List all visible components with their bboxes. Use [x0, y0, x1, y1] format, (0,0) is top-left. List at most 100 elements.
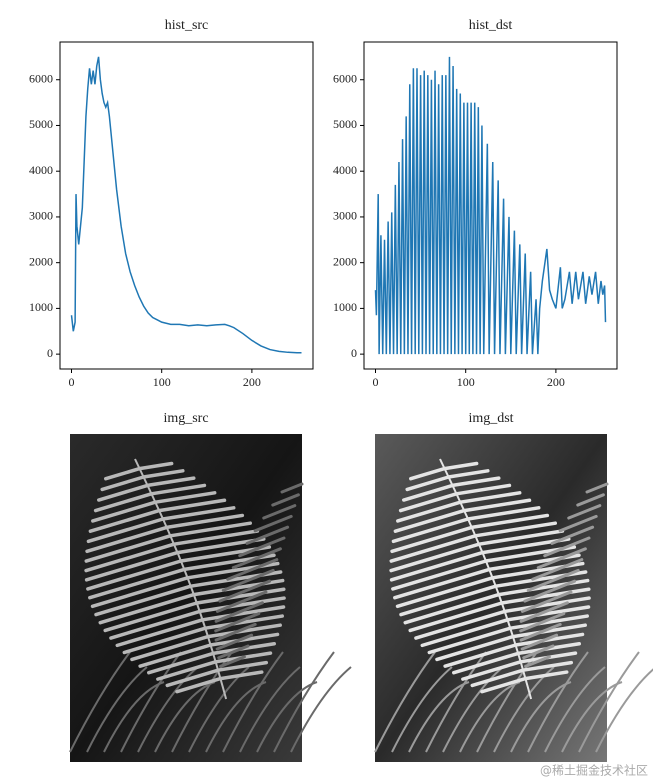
frond: [273, 651, 335, 753]
leaflet: [86, 559, 183, 591]
leaflet: [505, 605, 591, 622]
chart-title: img_src: [163, 411, 208, 426]
leaflet: [402, 483, 455, 502]
leaflet: [500, 587, 591, 605]
leaflet: [395, 576, 495, 609]
y-tick-label: 0: [47, 346, 53, 360]
leaflet: [217, 644, 250, 660]
leaflet: [221, 568, 275, 592]
leaflet: [90, 576, 190, 609]
y-tick-label: 6000: [333, 71, 357, 85]
frond: [222, 651, 284, 753]
x-tick-label: 0: [69, 375, 75, 389]
image: [69, 434, 352, 762]
leaflet: [408, 601, 504, 633]
leaflet: [100, 475, 146, 492]
frond: [69, 651, 131, 753]
leaflet: [389, 534, 478, 563]
y-tick-label: 2000: [333, 254, 357, 268]
axes-frame: [59, 41, 314, 370]
leaflet: [271, 493, 300, 507]
frond: [493, 666, 555, 753]
leaflet: [218, 670, 264, 681]
leaflet: [98, 592, 196, 625]
leaflet: [84, 534, 173, 563]
leaflet: [153, 491, 217, 504]
leaflet: [389, 542, 481, 573]
leaflet: [137, 461, 174, 471]
leaflet: [103, 601, 199, 633]
leaflet: [585, 482, 609, 494]
leaflet: [473, 521, 558, 538]
leaflet: [197, 596, 286, 614]
leaflet: [522, 644, 555, 660]
frond: [374, 651, 436, 753]
leaflet: [443, 643, 518, 668]
x-tick-label: 100: [457, 375, 475, 389]
leaflet: [470, 668, 525, 688]
leaflet: [165, 668, 220, 688]
x-tick-label: 100: [153, 375, 171, 389]
leaflet: [576, 493, 605, 507]
frond: [595, 668, 653, 753]
leaflet: [391, 517, 470, 544]
leaflet: [84, 550, 180, 582]
axes-frame: [363, 41, 618, 370]
frond: [391, 666, 453, 753]
leaflet: [85, 525, 169, 554]
leaflet: [91, 500, 158, 523]
leaflet: [550, 525, 595, 545]
leaflet: [206, 623, 282, 639]
leaflet: [523, 670, 569, 681]
frond: [290, 666, 352, 753]
leaflet: [458, 491, 522, 504]
leaflet: [543, 536, 591, 558]
leaflet: [403, 592, 501, 625]
leaflet: [519, 612, 566, 633]
y-tick-label: 0: [351, 346, 357, 360]
leaflet: [450, 476, 501, 488]
leaflet: [245, 525, 290, 545]
leaflet: [427, 626, 513, 655]
y-tick-label: 3000: [29, 209, 53, 223]
frond: [442, 666, 504, 753]
leaflet: [502, 596, 591, 614]
leaflet: [396, 500, 463, 523]
frond: [137, 666, 199, 753]
watermark: @稀土掘金技术社区: [540, 763, 648, 778]
leaflet: [393, 567, 492, 600]
leaflet: [88, 567, 187, 600]
frond: [120, 651, 182, 753]
leaflet: [164, 513, 245, 530]
leaflet: [172, 529, 260, 546]
leaflet: [84, 542, 176, 573]
leaflet: [156, 660, 218, 681]
leaflet: [558, 514, 598, 533]
frond: [188, 666, 250, 753]
leaflet: [391, 559, 488, 591]
line: [374, 56, 607, 355]
leaflet: [280, 482, 304, 494]
y-tick-label: 6000: [29, 71, 53, 85]
leaflet: [145, 476, 196, 488]
chart-title: hist_dst: [469, 18, 513, 33]
leaflet: [446, 469, 490, 479]
leaflet: [203, 614, 284, 630]
leaflet: [86, 517, 165, 544]
leaflet: [524, 655, 551, 668]
leaflet: [130, 634, 210, 662]
leaflet: [226, 558, 279, 581]
leaflet: [97, 483, 150, 502]
leaflet: [454, 483, 512, 496]
frond: [527, 651, 589, 753]
line: [70, 56, 302, 354]
leaflet: [519, 622, 562, 642]
leaflet: [149, 483, 207, 496]
leaflet: [520, 633, 559, 651]
leaflet: [214, 622, 257, 642]
leaflet: [195, 587, 286, 605]
leaflet: [531, 558, 584, 581]
leaflet: [389, 550, 485, 582]
leaflet: [567, 504, 602, 520]
leaflet: [452, 651, 520, 675]
